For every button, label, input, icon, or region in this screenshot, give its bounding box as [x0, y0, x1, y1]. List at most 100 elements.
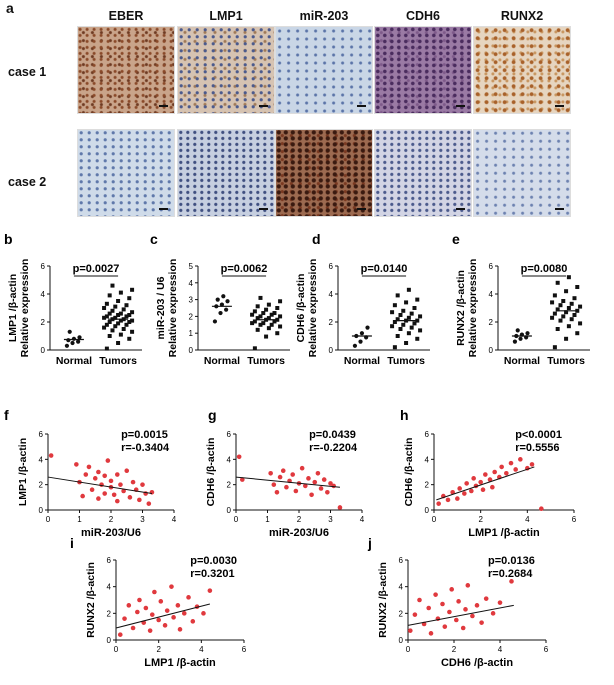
- data-point-tumors-d: [404, 300, 409, 305]
- data-point-h: [462, 491, 467, 496]
- data-point-g: [309, 492, 314, 498]
- data-point-tumors-e: [552, 345, 557, 350]
- data-point-tumors-c: [252, 346, 257, 351]
- data-point-tumors-e: [555, 307, 560, 312]
- data-point-g: [306, 476, 311, 481]
- data-point-tumors-c: [269, 322, 274, 327]
- p-value-j: p=0.0136: [488, 555, 535, 567]
- data-point-g: [299, 465, 305, 471]
- data-point-f: [86, 464, 92, 470]
- data-point-tumors-b: [107, 311, 112, 316]
- data-point-i: [190, 619, 196, 624]
- data-point-j: [442, 624, 448, 629]
- micrograph-case2-lmp1: [177, 129, 275, 217]
- y-axis-label-g: CDH6 /β-actin: [205, 438, 217, 507]
- data-point-normal-d: [352, 343, 358, 348]
- y-tick-label-g: 0: [227, 506, 232, 515]
- data-point-normal-c: [225, 299, 230, 304]
- x-axis-label-h: LMP1 /β-actin: [468, 527, 540, 539]
- scale-bar: [555, 208, 564, 210]
- data-point-j: [463, 607, 468, 612]
- data-point-tumors-b: [118, 311, 123, 316]
- y-tick-label-c: 5: [189, 262, 194, 271]
- p-value-f: p=0.0015: [121, 429, 168, 441]
- data-point-normal-e: [525, 331, 530, 336]
- panel-label-j: j: [367, 535, 372, 551]
- data-point-i: [147, 628, 153, 633]
- data-point-tumors-d: [409, 325, 414, 330]
- scale-bar: [159, 105, 168, 107]
- data-point-tumors-d: [390, 324, 395, 329]
- data-point-f: [140, 482, 145, 487]
- y-tick-label-f: 4: [39, 455, 44, 464]
- data-point-normal-b: [76, 339, 81, 344]
- x-tick-label-h: 2: [478, 515, 483, 524]
- data-point-tumors-b: [130, 287, 135, 292]
- data-point-tumors-e: [550, 300, 555, 305]
- data-point-normal-b: [71, 336, 77, 341]
- scale-bar: [357, 208, 366, 210]
- data-point-g: [318, 486, 324, 491]
- data-point-i: [122, 616, 127, 621]
- y-tick-label-g: 4: [227, 455, 232, 464]
- data-point-f: [111, 492, 117, 498]
- data-point-i: [137, 597, 142, 603]
- data-point-tumors-b: [124, 322, 129, 327]
- data-point-f: [115, 498, 120, 504]
- data-point-tumors-c: [258, 322, 263, 327]
- y-axis-label-d: CDH6 /β-actin: [295, 274, 307, 343]
- micrograph-case1-lmp1: [177, 26, 275, 114]
- y-tick-label-i: 2: [107, 609, 112, 618]
- data-point-j: [465, 583, 471, 588]
- data-point-i: [171, 615, 176, 620]
- panel-label-a: a: [6, 0, 14, 16]
- data-point-tumors-d: [406, 287, 411, 292]
- data-point-tumors-c: [255, 327, 260, 332]
- y-axis-label-b: Relative expression: [19, 259, 31, 358]
- data-point-tumors-b: [116, 299, 121, 303]
- data-point-tumors-e: [575, 331, 580, 336]
- data-point-f: [102, 473, 107, 479]
- x-tick-label-g: 3: [328, 515, 333, 524]
- y-tick-label-i: 4: [107, 583, 112, 592]
- data-point-h: [471, 476, 476, 481]
- data-point-tumors-d: [409, 311, 414, 316]
- data-point-tumors-e: [552, 311, 557, 316]
- y-tick-label-f: 6: [39, 430, 44, 439]
- data-point-normal-d: [358, 339, 363, 344]
- data-point-tumors-b: [127, 320, 132, 324]
- data-point-h: [464, 481, 469, 486]
- data-point-tumors-d: [415, 318, 420, 323]
- data-point-tumors-c: [275, 317, 280, 322]
- data-point-tumors-e: [555, 280, 560, 285]
- data-point-tumors-b: [127, 336, 132, 341]
- data-point-j: [490, 611, 496, 616]
- data-point-tumors-b: [107, 320, 112, 324]
- fit-line-h: [436, 466, 535, 501]
- data-point-tumors-e: [569, 317, 574, 322]
- y-tick-label-e: 4: [489, 290, 494, 299]
- data-point-tumors-e: [572, 296, 577, 301]
- data-point-tumors-e: [564, 310, 569, 315]
- data-point-tumors-b: [113, 324, 118, 329]
- data-point-tumors-b: [118, 332, 123, 337]
- data-point-j: [483, 596, 489, 601]
- data-point-tumors-e: [578, 321, 583, 326]
- data-point-g: [271, 482, 277, 487]
- data-point-j: [428, 631, 434, 636]
- data-point-j: [417, 597, 422, 603]
- x-tick-label-g: 4: [360, 515, 365, 524]
- data-point-normal-b: [67, 329, 72, 334]
- data-point-tumors-b: [130, 318, 135, 323]
- x-tick-label-h: 0: [432, 515, 437, 524]
- x-tick-label-c: Normal: [204, 355, 240, 367]
- y-tick-label-e: 6: [489, 262, 494, 271]
- data-point-i: [158, 599, 164, 604]
- scale-bar: [357, 105, 366, 107]
- x-tick-label-f: 2: [109, 515, 114, 524]
- y-tick-label-i: 6: [107, 556, 112, 565]
- data-point-tumors-b: [102, 315, 107, 320]
- p-value-b: p=0.0027: [73, 263, 120, 275]
- data-point-tumors-b: [107, 334, 112, 338]
